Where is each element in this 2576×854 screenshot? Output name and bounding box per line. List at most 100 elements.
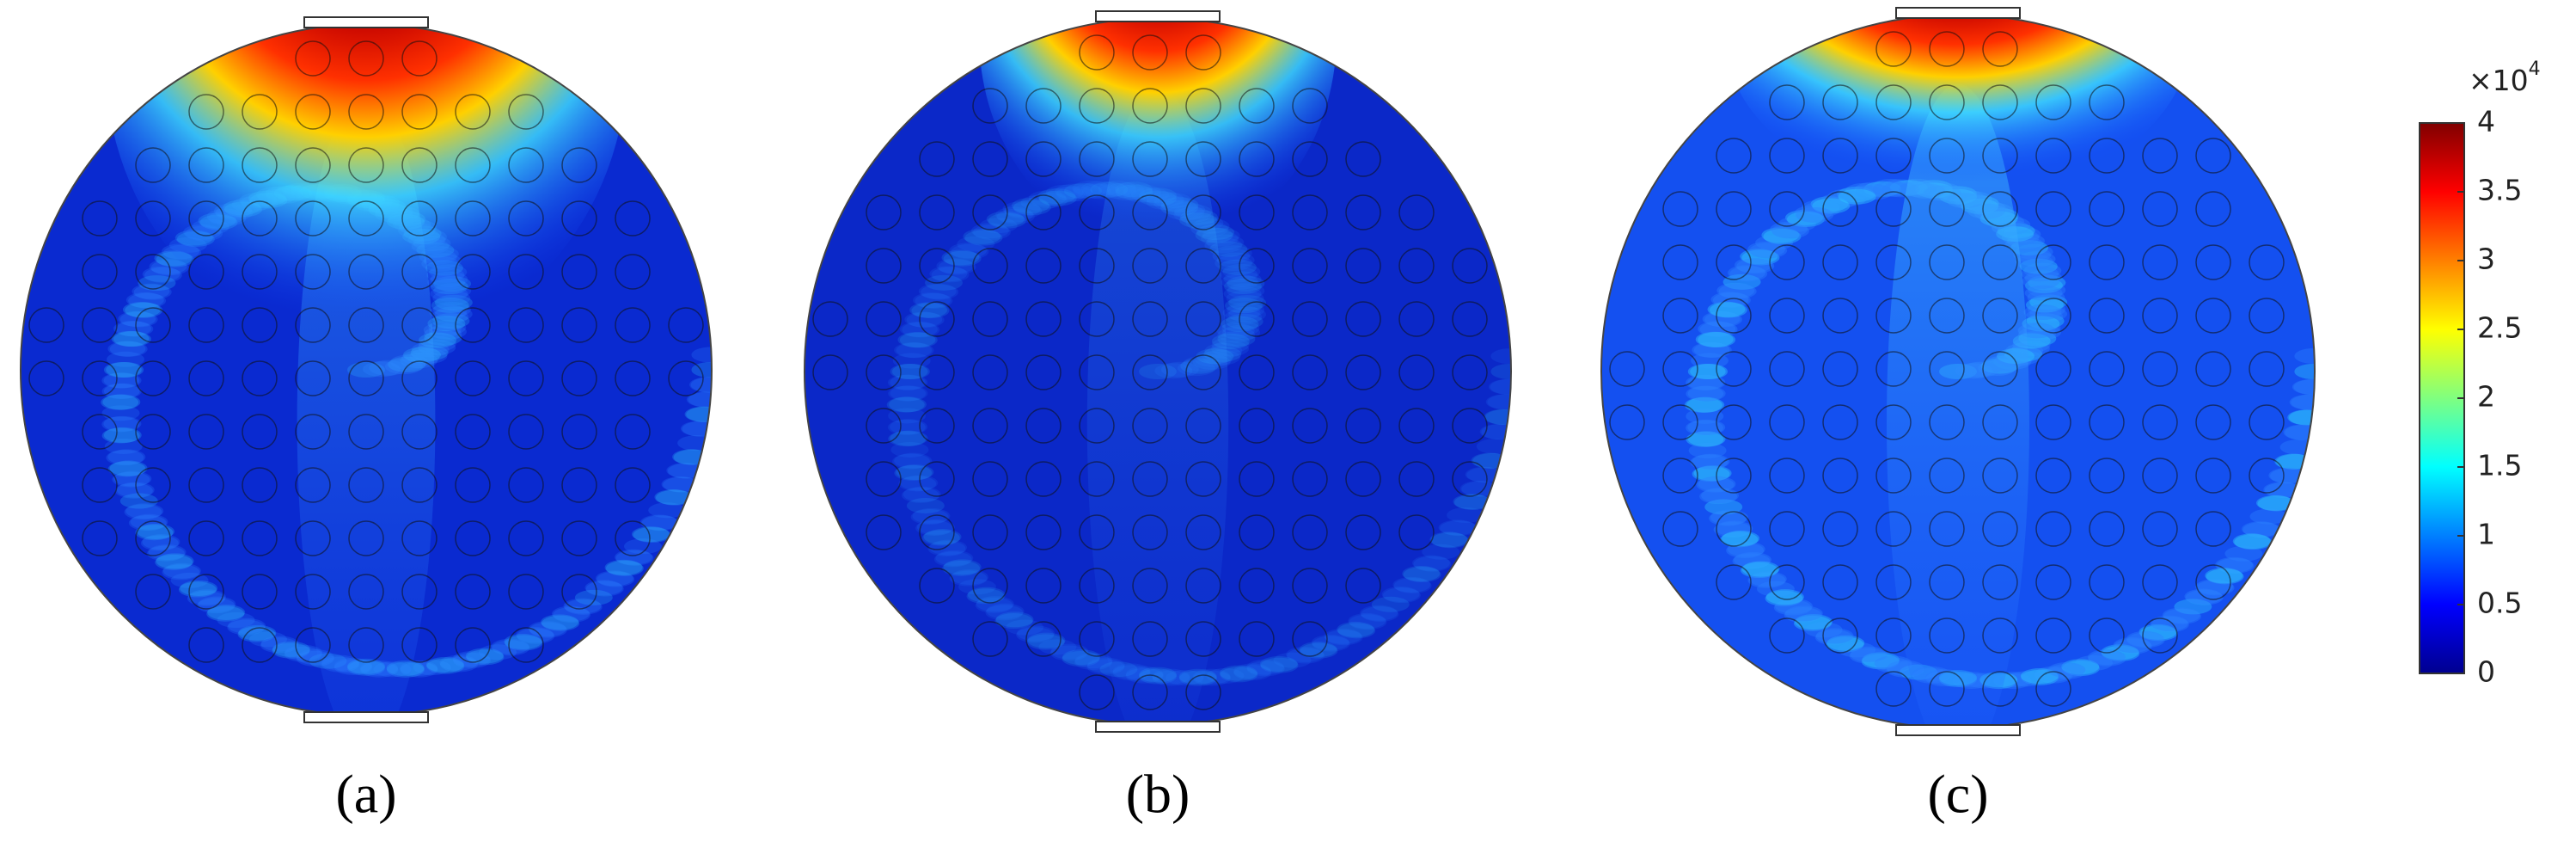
- field-speckle: [1696, 476, 1735, 493]
- scatterer: [2142, 351, 2178, 387]
- field-speckle: [2234, 534, 2273, 550]
- field-speckle: [2255, 495, 2294, 511]
- field-speckle: [2019, 258, 2058, 274]
- field-speckle: [102, 394, 141, 410]
- scatterer: [1875, 564, 1912, 600]
- scatterer: [1292, 354, 1328, 390]
- field-speckle: [1729, 266, 1768, 282]
- field-speckle: [1217, 331, 1256, 347]
- field-speckle: [1837, 187, 1875, 203]
- field-speckle: [1698, 476, 1736, 492]
- field-speckle: [1838, 642, 1876, 658]
- scatterer: [1716, 404, 1752, 440]
- scatterer: [972, 408, 1008, 444]
- field-speckle: [237, 626, 276, 642]
- scatterer: [508, 200, 544, 237]
- scatterer: [1185, 621, 1221, 657]
- scatterer: [1929, 244, 1965, 280]
- scatterer: [188, 520, 224, 556]
- scatterer: [1716, 191, 1752, 227]
- scatterer: [1239, 88, 1275, 124]
- field-speckle: [119, 311, 158, 328]
- field-speckle: [1713, 521, 1752, 538]
- scatterer: [1079, 248, 1115, 284]
- scatterer: [1345, 301, 1381, 337]
- colorbar-tick-label: 3: [2477, 243, 2495, 276]
- scatterer: [1025, 568, 1062, 604]
- field-speckle: [655, 489, 694, 506]
- field-speckle: [103, 383, 142, 399]
- field-speckle: [1219, 665, 1257, 681]
- field-speckle: [1484, 409, 1511, 425]
- scatterer: [348, 467, 384, 503]
- colorbar-multiplier: ×104: [2469, 58, 2541, 97]
- field-speckle: [109, 460, 148, 476]
- scatterer: [135, 414, 171, 450]
- scatterer: [812, 301, 848, 337]
- field-speckle: [1686, 408, 1724, 424]
- scatterer: [1822, 191, 1858, 227]
- scatterer: [1982, 84, 2018, 120]
- field-speckle: [1465, 466, 1503, 482]
- scatterer: [1079, 568, 1115, 604]
- scatterer: [1875, 511, 1912, 547]
- scatterer: [135, 147, 171, 183]
- scatterer: [1025, 88, 1062, 124]
- field-hotspot: [105, 24, 627, 349]
- field-speckle: [976, 596, 1014, 612]
- scatterer: [1079, 88, 1115, 124]
- field-speckle: [2023, 262, 2062, 279]
- field-speckle: [2027, 289, 2065, 305]
- scatterer: [1822, 617, 1858, 654]
- panel-label: (a): [335, 764, 396, 825]
- scatterer: [1982, 404, 2018, 440]
- scatterer: [1292, 568, 1328, 604]
- scatterer: [2142, 617, 2178, 654]
- field-speckle: [148, 544, 187, 561]
- scatterer: [242, 414, 278, 450]
- field-speckle: [122, 302, 161, 318]
- field-speckle: [1227, 283, 1265, 299]
- field-speckle: [1214, 245, 1252, 261]
- field-speckle: [140, 535, 179, 551]
- field-speckle: [2263, 482, 2302, 498]
- scatterer: [1452, 248, 1488, 284]
- scatterer: [1982, 191, 2018, 227]
- colorbar-tick-label: 4: [2477, 105, 2495, 138]
- field-speckle: [107, 461, 146, 477]
- scatterer: [972, 248, 1008, 284]
- field-speckle: [106, 450, 144, 466]
- field-speckle: [938, 259, 976, 275]
- field-speckle: [101, 394, 139, 410]
- field-speckle: [1488, 378, 1511, 395]
- scatterer: [1292, 514, 1328, 550]
- scatterer: [188, 200, 224, 237]
- field-speckle: [1801, 200, 1839, 216]
- scatterer: [866, 301, 902, 337]
- scatterer: [972, 514, 1008, 550]
- scatterer: [1292, 408, 1328, 444]
- field-speckle: [2206, 568, 2244, 585]
- field-speckle: [147, 545, 186, 562]
- field-speckle: [2022, 273, 2060, 289]
- field-hotspot: [1724, 15, 2192, 200]
- scatterer: [508, 360, 544, 396]
- scatterer: [28, 360, 64, 396]
- field-speckle: [2163, 608, 2201, 624]
- scatterer: [455, 94, 491, 130]
- field-speckle: [138, 275, 176, 292]
- field-speckle: [1828, 190, 1867, 206]
- scatterer: [2089, 138, 2125, 174]
- field-speckle: [207, 604, 246, 620]
- scatterer: [1875, 671, 1912, 707]
- field-speckle: [2017, 323, 2056, 339]
- field-speckle: [1686, 431, 1724, 447]
- scatterer: [508, 627, 544, 663]
- scatterer: [1609, 404, 1645, 440]
- field-speckle: [1769, 221, 1808, 237]
- scatterer: [348, 254, 384, 290]
- scatterer: [295, 467, 331, 503]
- field-speckle: [684, 406, 712, 422]
- scatterer: [1132, 34, 1168, 71]
- scatterer: [2142, 458, 2178, 494]
